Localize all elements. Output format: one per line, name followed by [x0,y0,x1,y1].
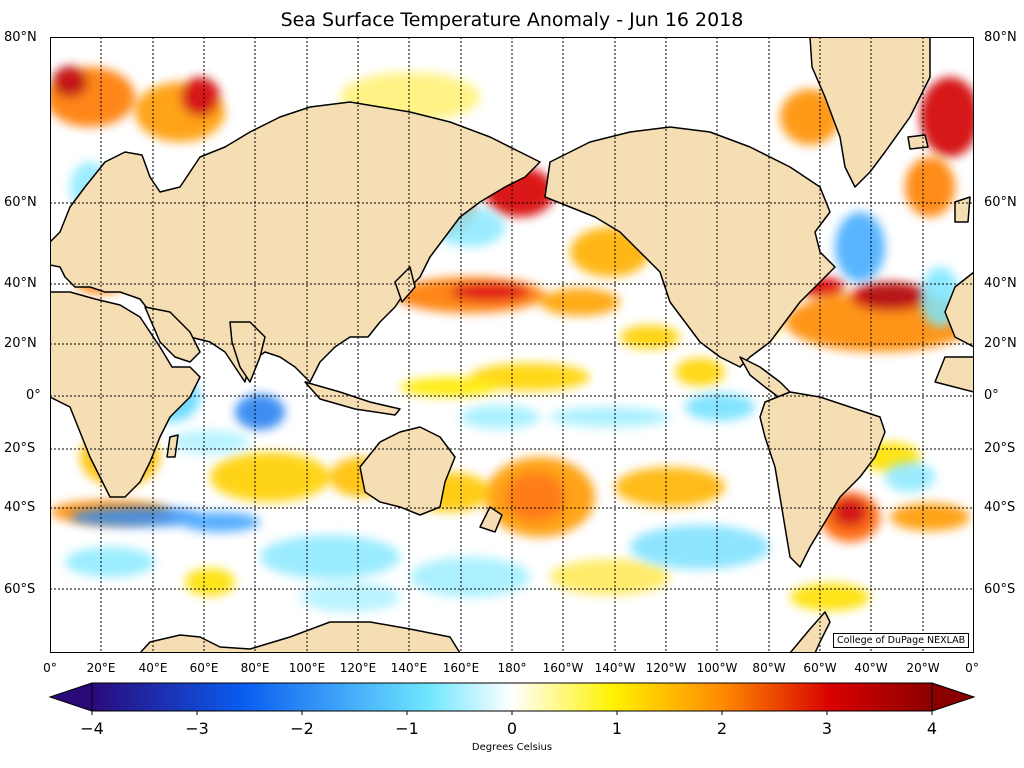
colorbar-tick-label: 2 [716,719,728,738]
lon-label: 80°W [752,661,786,675]
lat-label-right: 60°N [984,195,1017,210]
lon-label: 0° [965,661,979,675]
colorbar-tick-label: 4 [926,719,938,738]
lat-label-left: 60°N [4,195,37,210]
japan-islands [394,266,416,303]
colorbar-tick-label: −2 [290,719,314,738]
lon-label: 60°E [189,661,219,675]
lon-label: 140°E [390,661,428,675]
british-isles [954,196,971,223]
land-masses [50,37,974,653]
lat-label-right: 20°S [984,441,1016,456]
lon-label: 20°W [906,661,940,675]
map-svg [50,37,974,653]
lon-label: 160°W [542,661,584,675]
iceland [907,134,929,150]
lat-label-left: 20°S [4,441,36,456]
madagascar [166,434,179,458]
lat-label-right: 60°S [984,582,1016,597]
west-africa-edge [934,356,974,393]
lon-label: 40°E [138,661,168,675]
credit-label: College of DuPage NEXLAB [833,633,970,648]
lon-label: 40°W [854,661,888,675]
lat-label-left: 40°S [4,500,36,515]
lat-label-right: 40°S [984,500,1016,515]
colorbar-tick-label: 0 [506,719,518,738]
south-america-landmass [759,391,886,568]
colorbar-min-arrow [48,682,93,712]
map-title: Sea Surface Temperature Anomaly - Jun 16… [280,9,744,31]
lat-label-left: 80°N [4,30,37,45]
lat-label-right: 0° [984,388,999,403]
lat-label-left: 60°S [4,582,36,597]
new-zealand [479,506,503,533]
lon-label: 140°W [594,661,636,675]
colorbar-tick-label: −4 [80,719,104,738]
greenland-landmass [809,37,931,188]
colorbar [0,680,1024,720]
colorbar-tick-label: −1 [395,719,419,738]
colorbar-max-arrow [931,682,976,712]
lat-label-left: 20°N [4,336,37,351]
colorbar-ticks [91,711,933,715]
lat-label-left: 40°N [4,276,37,291]
colorbar-svg [48,682,976,715]
lat-label-right: 80°N [984,30,1017,45]
lon-label: 180° [497,661,527,675]
colorbar-tick-label: −3 [185,719,209,738]
antarctica-landmass [139,621,461,653]
lon-label: 120°E [339,661,377,675]
lon-label: 80°E [240,661,270,675]
graticule [50,37,974,653]
lat-label-right: 40°N [984,276,1017,291]
lon-label: 60°W [803,661,837,675]
north-america-landmass [544,126,836,368]
indonesia-islands [304,381,401,416]
lon-label: 100°E [288,661,326,675]
map-border [50,37,974,653]
colorbar-tick-label: 1 [611,719,623,738]
lon-label: 100°W [696,661,738,675]
colorbar-units-label: Degrees Celsius [471,742,553,753]
colorbar-gradient [91,682,933,712]
lon-label: 160°E [442,661,480,675]
lon-label: 0° [43,661,57,675]
lat-label-left: 0° [26,388,41,403]
lat-label-right: 20°N [984,336,1017,351]
lon-label: 120°W [645,661,687,675]
sst-anomaly-map [50,37,974,653]
lon-label: 20°E [86,661,116,675]
colorbar-tick-label: 3 [821,719,833,738]
